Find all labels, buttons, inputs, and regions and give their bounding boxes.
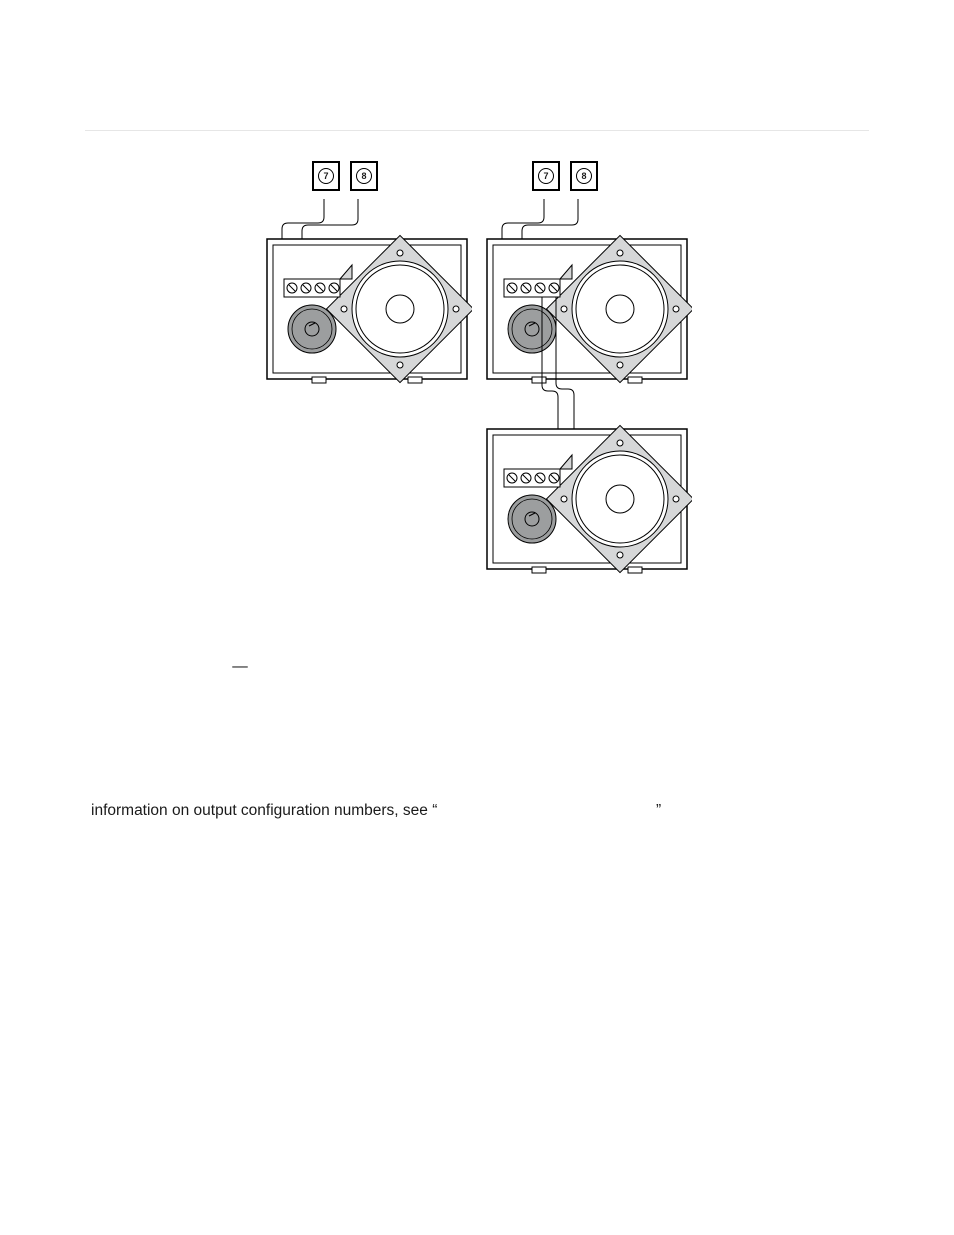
body-paragraph: — information on output configuration nu… bbox=[85, 631, 869, 823]
text-line: information on output configuration numb… bbox=[91, 799, 863, 823]
callout-label: 7 bbox=[318, 168, 334, 184]
callout-label: 8 bbox=[356, 168, 372, 184]
divider bbox=[85, 130, 869, 131]
text-fragment: information on output configuration numb… bbox=[91, 802, 437, 819]
text-fragment: ” bbox=[656, 802, 661, 819]
callout-box: 7 bbox=[312, 161, 340, 191]
callouts-right: 7 8 bbox=[532, 161, 598, 191]
em-dash: — bbox=[231, 655, 249, 679]
callout-box: 7 bbox=[532, 161, 560, 191]
diagram-left: 7 8 bbox=[262, 161, 472, 389]
callout-label: 8 bbox=[576, 168, 592, 184]
page: 7 8 bbox=[0, 0, 954, 1235]
callout-box: 8 bbox=[570, 161, 598, 191]
callout-box: 8 bbox=[350, 161, 378, 191]
callout-label: 7 bbox=[538, 168, 554, 184]
speaker-unit bbox=[262, 199, 472, 389]
speaker-pair bbox=[482, 199, 692, 579]
callouts-left: 7 8 bbox=[312, 161, 378, 191]
diagram-right: 7 8 bbox=[482, 161, 692, 579]
wiring-diagram: 7 8 bbox=[85, 161, 869, 581]
